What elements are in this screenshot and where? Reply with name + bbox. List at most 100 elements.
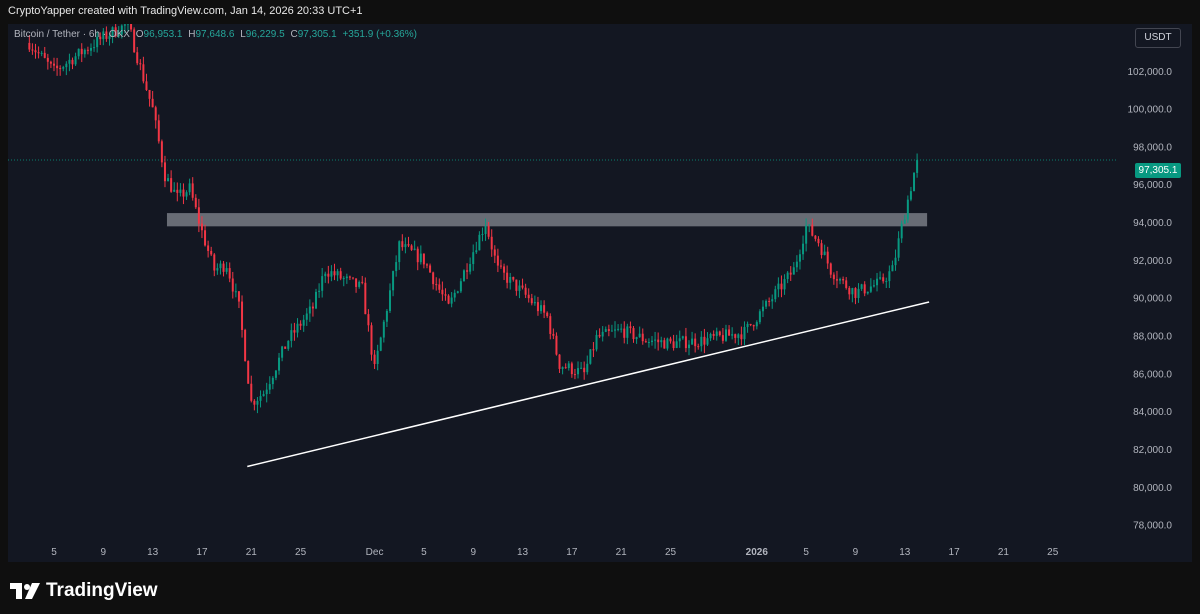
time-tick-label: 25 [295,547,307,558]
candle-body [179,189,182,193]
candle-body [262,394,265,397]
candle-body [808,224,811,226]
candle-body [216,268,219,271]
candle-body [296,323,299,333]
candlestick-chart[interactable]: 102,000.0 100,000.0 98,000.0 96,000.0 94,000… [8,24,1192,562]
candle-body [706,338,709,345]
candle-body [80,48,83,55]
candle-body [173,189,176,192]
candle-body [475,250,478,253]
candle-body [46,57,49,62]
candle-body [703,336,706,345]
candle-body [857,288,860,298]
top-bar: CryptoYapper created with TradingView.co… [0,0,1200,24]
open-label: O [135,29,144,40]
candle-body [237,291,240,302]
support-trendline [247,301,930,468]
candle-body [305,313,308,320]
close-label: C [290,29,298,40]
candle-body [302,319,305,326]
candle-body [869,286,872,292]
candle-body [657,339,660,343]
symbol-name: Bitcoin / Tether · 6h · OKX [14,29,130,40]
time-axis: 5 9 13 17 21 25 Dec 5 9 13 17 21 25 2026 5 9 13 17 21 25 [51,547,1059,558]
time-tick-label: 21 [616,547,628,558]
candle-body [204,230,207,246]
candle-body [795,261,798,268]
candle-body [595,334,598,350]
candle-body [231,278,234,292]
candle-body [456,291,459,293]
candle-body [395,262,398,272]
candle-body [614,329,617,331]
candle-body [139,63,142,65]
candle-body [805,225,808,244]
brand-name: TradingView [46,580,158,601]
candle-body [879,277,882,279]
candle-body [798,254,801,262]
candle-body [835,279,838,281]
candle-body [638,333,641,338]
candle-body [546,312,549,317]
resistance-zone [166,213,928,227]
candle-body [259,396,262,401]
candle-body [644,341,647,343]
candle-body [845,280,848,288]
candle-body [882,277,885,282]
candle-body [891,265,894,272]
candle-body [281,346,284,358]
candle-body [848,287,851,295]
time-tick-label: 13 [899,547,911,558]
price-tick-label: 90,000.0 [1133,294,1172,305]
candle-body [752,325,755,327]
time-tick-label: 5 [51,547,57,558]
candle-body [651,340,654,342]
candle-body [694,338,697,347]
candle-body [207,245,210,251]
candle-body [182,189,185,197]
candle-body [712,333,715,336]
currency-button[interactable]: USDT [1135,28,1181,48]
candle-body [700,336,703,347]
candle-body [484,225,487,234]
price-tick-label: 102,000.0 [1128,67,1173,78]
candle-body [570,363,573,375]
candle-body [481,233,484,235]
candle-body [641,333,644,342]
candle-body [213,254,216,271]
candle-body [247,361,250,384]
time-tick-label: 9 [853,547,859,558]
candle-body [86,49,89,51]
price-tick-label: 86,000.0 [1133,369,1172,380]
time-tick-label: 25 [665,547,677,558]
last-price-badge: 97,305.1 [1135,163,1181,178]
candle-body [829,263,832,275]
candle-body [117,34,120,37]
candle-body [564,367,567,369]
candle-body [746,323,749,328]
candle-body [555,335,558,355]
candle-body [278,357,281,371]
candle-body [755,322,758,327]
chart-panel[interactable]: 102,000.0 100,000.0 98,000.0 96,000.0 94,000… [8,24,1192,562]
candle-body [151,98,154,108]
candle-body [617,328,620,330]
candle-body [666,338,669,349]
candle-body [99,36,102,40]
resistance-zone-group [166,213,928,227]
candle-body [577,368,580,375]
candle-body [413,248,416,250]
candle-body [130,24,133,30]
candle-body [512,276,515,280]
candle-body [506,272,509,283]
candle-body [885,281,888,283]
candle-body [105,31,108,39]
candle-body [308,306,311,314]
candle-body [176,189,179,193]
time-tick-label: 21 [998,547,1010,558]
candle-body [823,251,826,256]
candle-body [401,241,404,248]
candle-body [842,278,845,281]
candle-body [324,273,327,277]
candle-body [191,183,194,198]
